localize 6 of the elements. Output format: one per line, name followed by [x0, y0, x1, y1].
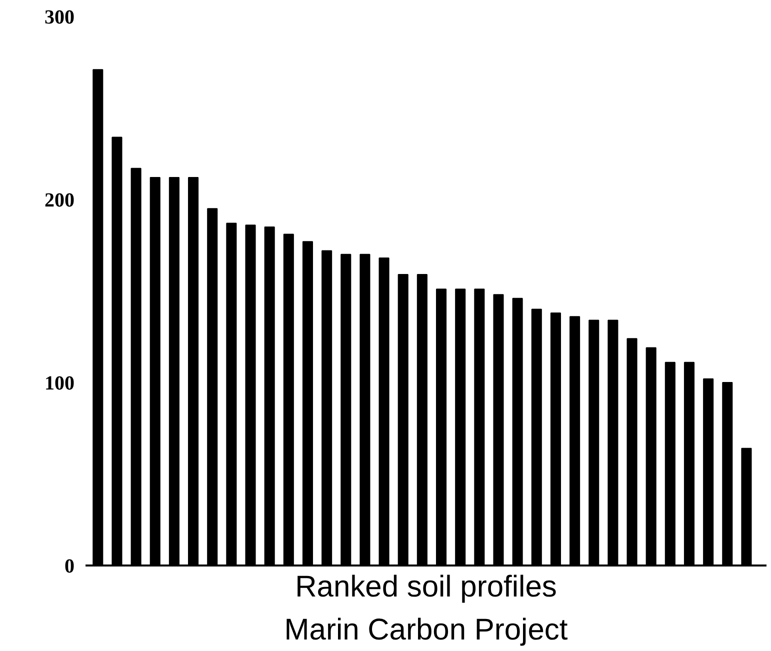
x-axis-title: Ranked soil profiles: [295, 570, 557, 604]
y-tick-label: 100: [44, 372, 74, 394]
text: Marin Carbon Project: [284, 614, 568, 646]
y-tick-label: 0: [64, 556, 74, 578]
y-tick-label: 200: [44, 190, 74, 212]
y-tick-label: 300: [44, 6, 74, 28]
